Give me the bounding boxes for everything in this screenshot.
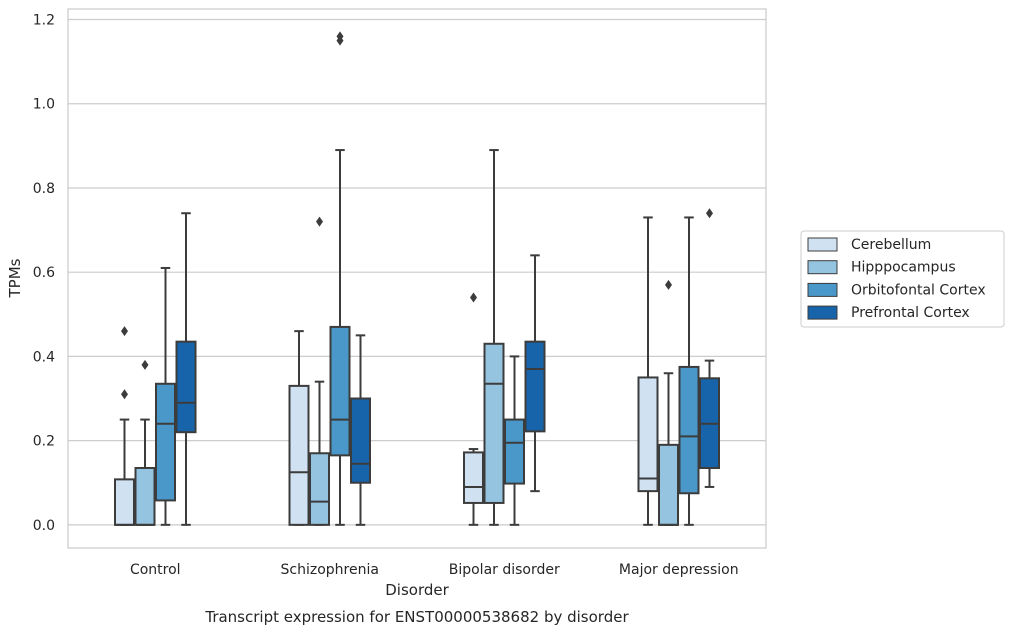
box-0-2 (463, 292, 484, 526)
box-1-0 (134, 359, 156, 526)
box-iqr (175, 340, 197, 434)
legend-swatch (807, 260, 838, 275)
box-0-3 (637, 216, 659, 526)
legend-swatch (807, 282, 838, 297)
y-tick-label: 0.4 (33, 349, 55, 365)
x-tick-label: Major depression (619, 562, 739, 578)
y-tick-label: 0.6 (33, 265, 55, 281)
legend-label: Hipppocampus (851, 260, 956, 276)
box-0-0 (114, 326, 135, 526)
x-tick-label: Schizophrenia (281, 562, 379, 578)
chart-title: Transcript expression for ENST0000053868… (204, 608, 629, 626)
legend-label: Orbitofontal Cortex (851, 282, 986, 298)
box-iqr (678, 365, 700, 495)
y-axis-ticks: 0.0 0.2 0.4 0.6 0.8 1.0 1.2 (33, 13, 55, 534)
outlier-point (336, 31, 344, 42)
box-3-2 (524, 254, 546, 493)
box-0-1 (288, 330, 310, 526)
outlier-point (121, 389, 128, 400)
y-tick-label: 1.2 (33, 13, 55, 29)
outlier-point (141, 359, 149, 370)
legend-label: Cerebellum (851, 237, 931, 253)
outlier-point (665, 279, 672, 290)
x-axis-ticks: Control Schizophrenia Bipolar disorder Majo… (130, 562, 739, 578)
y-tick-label: 0.0 (33, 518, 55, 534)
box-2-3 (678, 216, 700, 526)
box-iqr (288, 384, 310, 526)
box-iqr (463, 451, 484, 504)
box-iqr (524, 340, 546, 433)
outlier-point (316, 216, 323, 227)
box-3-3 (699, 208, 720, 488)
box-groups (114, 31, 720, 526)
y-axis-title: TPMs (6, 258, 24, 298)
y-tick-label: 1.0 (33, 97, 55, 113)
box-iqr (114, 478, 135, 526)
box-iqr (134, 466, 156, 526)
legend-swatch (807, 305, 838, 320)
box-2-2 (504, 355, 525, 526)
box-3-0 (175, 212, 197, 526)
legend-swatch (807, 237, 838, 252)
outlier-point (470, 292, 477, 303)
outlier-point (706, 208, 713, 219)
legend: Cerebellum Hipppocampus Orbitofontal Corte… (800, 230, 1005, 328)
box-iqr (637, 376, 659, 493)
outlier-point (121, 326, 128, 337)
box-2-1 (329, 31, 351, 526)
box-2-0 (155, 266, 176, 526)
plot-frame (67, 8, 767, 549)
x-tick-label: Bipolar disorder (449, 562, 560, 578)
y-tick-label: 0.2 (33, 434, 55, 450)
legend-frame (800, 230, 1005, 328)
box-iqr (155, 382, 176, 502)
box-iqr (658, 443, 679, 526)
box-1-1 (309, 216, 330, 526)
legend-label: Prefrontal Cortex (851, 305, 970, 321)
box-iqr (309, 452, 330, 526)
y-tick-label: 0.8 (33, 181, 55, 197)
box-1-3 (658, 279, 679, 526)
box-iqr (483, 342, 505, 504)
box-3-1 (350, 334, 371, 526)
box-iqr (504, 418, 525, 485)
x-axis-title: Disorder (385, 581, 449, 599)
box-iqr (350, 397, 371, 484)
box-iqr (329, 325, 351, 457)
box-1-2 (483, 149, 505, 526)
x-tick-label: Control (130, 562, 181, 578)
